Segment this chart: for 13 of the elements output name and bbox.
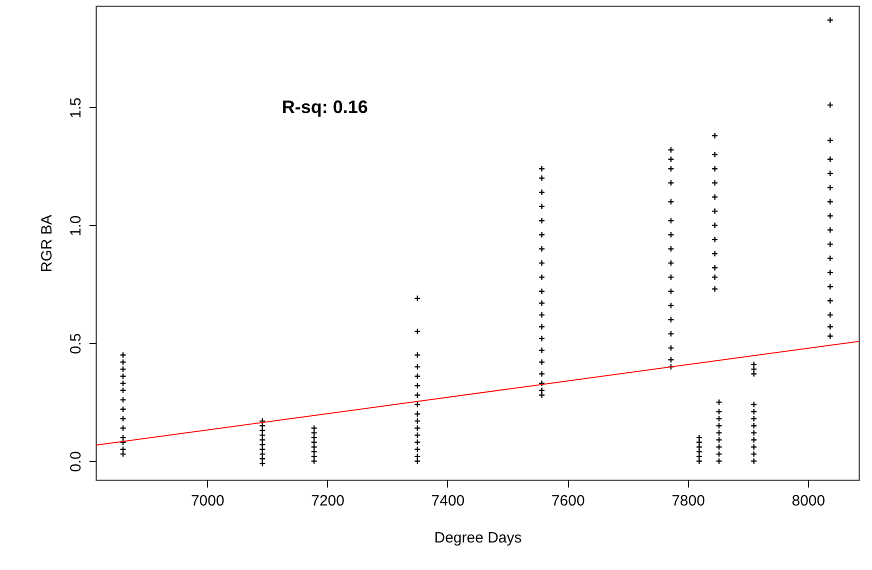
x-tick-label: 7000 [190, 492, 224, 510]
y-tick-label: 1.5 [68, 97, 84, 118]
y-tick-label: 0.5 [68, 333, 84, 354]
annotation: R-sq: 0.16 [282, 96, 368, 117]
x-tick-label: 7600 [551, 492, 585, 510]
x-tick-label: 7200 [311, 492, 344, 510]
x-tick-label: 7800 [672, 492, 705, 510]
x-axis-title: Degree Days [434, 530, 522, 546]
x-tick-label: 7400 [431, 492, 465, 510]
x-tick-label: 8000 [792, 492, 826, 510]
y-tick-label: 0.0 [68, 451, 84, 472]
y-tick-label: 1.0 [68, 215, 84, 236]
y-axis-title: RGR BA [38, 214, 56, 272]
